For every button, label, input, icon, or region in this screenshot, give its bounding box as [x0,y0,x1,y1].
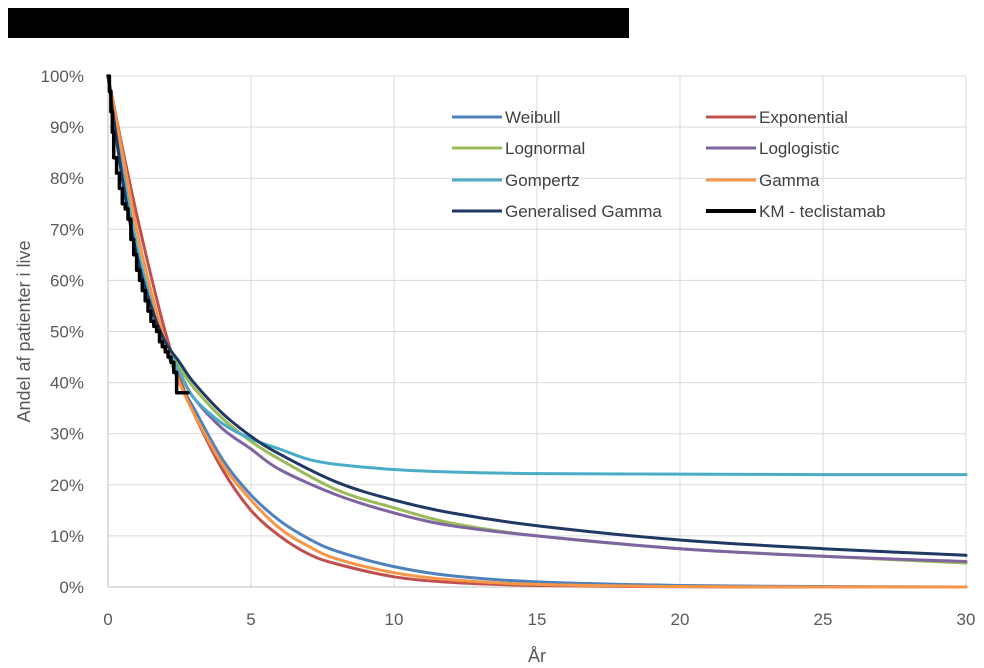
legend-label-generalised-gamma: Generalised Gamma [505,202,662,221]
y-tick-label: 100% [41,67,84,86]
legend-label-gamma: Gamma [759,171,820,190]
legend-label-lognormal: Lognormal [505,139,585,158]
x-tick-label: 10 [385,610,404,629]
legend-label-exponential: Exponential [759,108,848,127]
x-tick-label: 15 [528,610,547,629]
y-tick-label: 20% [50,476,84,495]
series-lines [106,74,968,589]
legend-label-loglogistic: Loglogistic [759,139,840,158]
x-tick-label: 0 [103,610,112,629]
x-tick-label: 25 [814,610,833,629]
series-line-km-teclistamab [106,74,190,395]
legend: Weibull Exponential Lognormal Loglogistic Go… [452,108,886,221]
y-tick-label: 50% [50,323,84,342]
y-tick-label: 90% [50,118,84,137]
legend-label-gompertz: Gompertz [505,171,580,190]
legend-label-weibull: Weibull [505,108,560,127]
x-tick-label: 20 [671,610,690,629]
y-tick-label: 0% [59,578,84,597]
x-tick-label: 5 [246,610,255,629]
y-axis-title: Andel af patienter i live [14,240,34,422]
series-line-generalised-gamma [106,74,968,557]
y-tick-label: 80% [50,169,84,188]
legend-label-km-teclistamab: KM - teclistamab [759,202,886,221]
y-tick-label: 30% [50,425,84,444]
y-tick-label: 40% [50,374,84,393]
x-tick-label: 30 [957,610,976,629]
series-line-gamma [106,74,968,589]
series-line-gompertz [106,74,968,477]
x-axis-title: År [528,646,546,666]
y-tick-label: 60% [50,271,84,290]
redacted-title-block [8,8,629,38]
y-tick-label: 10% [50,527,84,546]
y-tick-label: 70% [50,220,84,239]
